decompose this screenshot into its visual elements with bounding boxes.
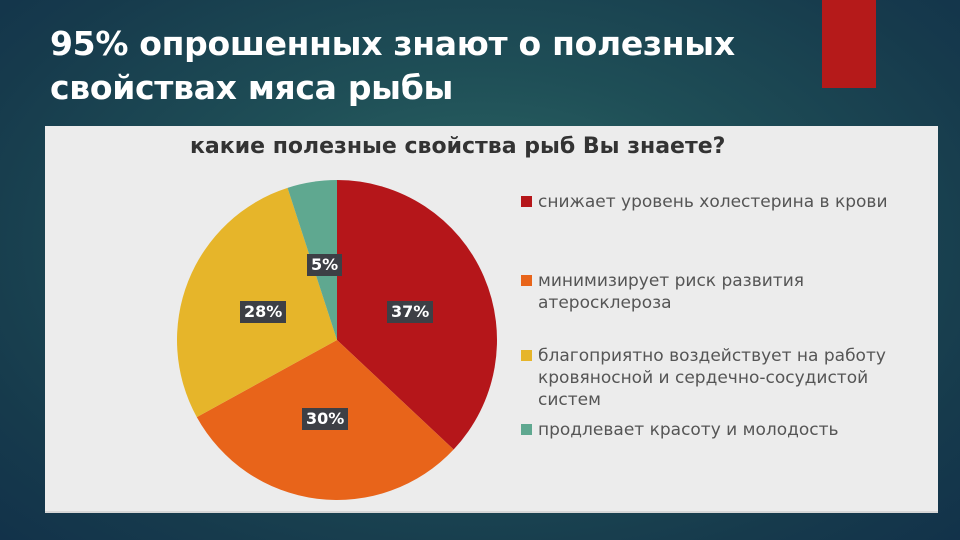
legend-item-2: благоприятно воздействует на работу кров… [521, 345, 921, 411]
legend-label-0: снижает уровень холестерина в крови [538, 192, 888, 212]
pie-chart [177, 180, 497, 500]
slice-label-0: 37% [387, 301, 434, 323]
chart-title: какие полезные свойства рыб Вы знаете? [190, 134, 726, 159]
slice-label-1: 30% [302, 408, 349, 430]
legend-swatch-3 [521, 424, 532, 435]
legend-item-3: продлевает красоту и молодость [521, 419, 839, 441]
legend-label-2: благоприятно воздействует на работу кров… [538, 346, 886, 410]
legend-swatch-1 [521, 275, 532, 286]
legend-label-1: минимизирует риск развития атеросклероза [538, 271, 804, 313]
slice-label-2: 28% [240, 301, 287, 323]
accent-bar [822, 0, 876, 88]
slice-label-3: 5% [307, 254, 343, 276]
legend-label-3: продлевает красоту и молодость [538, 420, 839, 440]
legend-swatch-0 [521, 196, 532, 207]
legend-item-1: минимизирует риск развития атеросклероза [521, 270, 851, 314]
slide-title: 95% опрошенных знают о полезных свойства… [50, 24, 735, 107]
legend-swatch-2 [521, 350, 532, 361]
legend-item-0: снижает уровень холестерина в крови [521, 191, 888, 213]
